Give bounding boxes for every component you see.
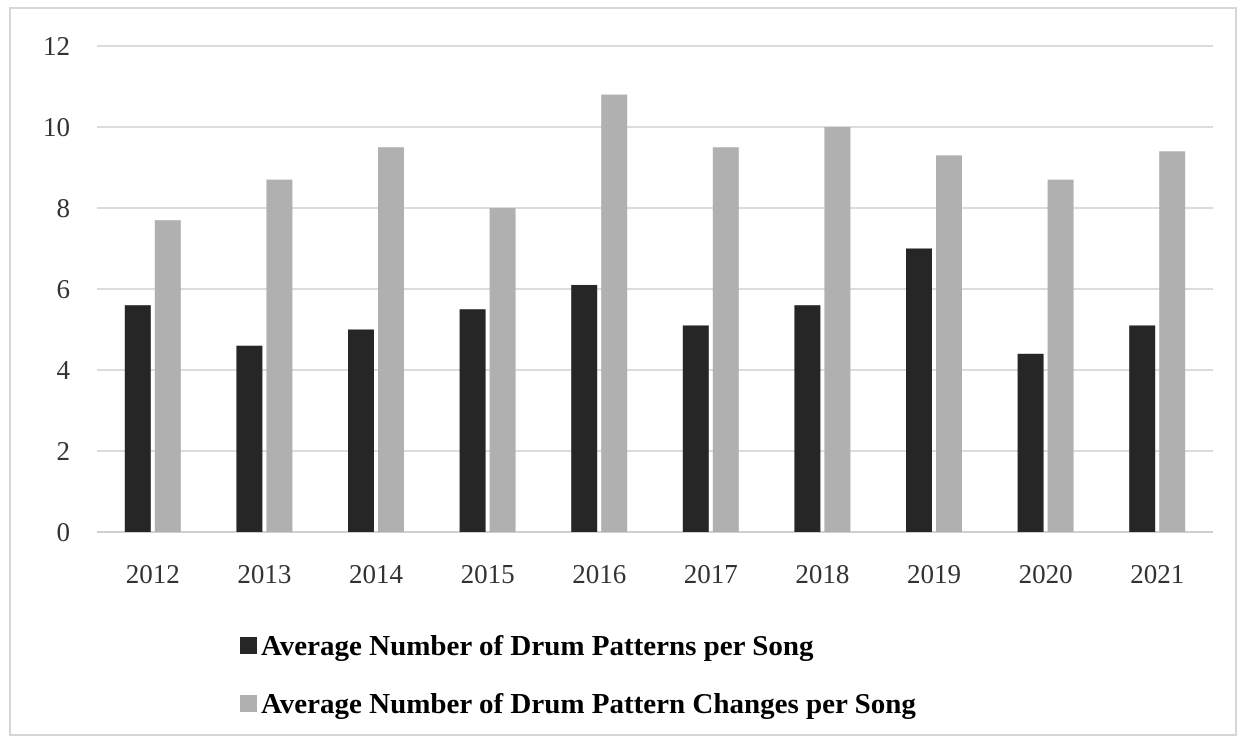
y-tick-label-10: 10 xyxy=(43,112,70,142)
bar-series1-2015 xyxy=(459,309,486,532)
bars xyxy=(124,94,1186,533)
bar-series2-2019 xyxy=(936,155,962,532)
y-tick-label-0: 0 xyxy=(57,517,71,547)
bar-series2-2018 xyxy=(824,127,851,532)
x-tick-label-2019: 2019 xyxy=(907,559,961,589)
x-tick-label-2018: 2018 xyxy=(795,559,849,589)
x-tick-label-2015: 2015 xyxy=(461,559,515,589)
x-tick-label-2013: 2013 xyxy=(237,559,291,589)
bar-series2-2015 xyxy=(489,208,516,532)
bar-series2-2017 xyxy=(712,147,739,532)
y-tick-label-4: 4 xyxy=(57,355,71,385)
x-axis-tick-labels: 2012 2013 2014 2015 2016 2017 2018 2019 2020 2021 xyxy=(126,559,1184,589)
x-tick-label-2021: 2021 xyxy=(1130,559,1184,589)
gridlines xyxy=(97,45,1213,533)
bar-series2-2014 xyxy=(378,147,404,532)
y-tick-label-2: 2 xyxy=(57,436,71,466)
bar-series1-2013 xyxy=(236,345,263,532)
bar-series2-2021 xyxy=(1159,151,1186,533)
bar-series1-2014 xyxy=(348,329,374,532)
bar-series2-2020 xyxy=(1047,179,1074,532)
bar-series1-2012 xyxy=(124,305,151,532)
y-tick-label-8: 8 xyxy=(57,193,71,223)
legend-label-1: Average Number of Drum Patterns per Song xyxy=(261,630,814,662)
bar-series1-2018 xyxy=(794,305,821,532)
bar-series1-2017 xyxy=(682,325,709,532)
y-axis-tick-labels: 0 2 4 6 8 10 12 xyxy=(43,31,71,547)
x-tick-label-2020: 2020 xyxy=(1019,559,1073,589)
x-tick-label-2016: 2016 xyxy=(572,559,626,589)
y-tick-label-12: 12 xyxy=(43,31,70,61)
y-tick-label-6: 6 xyxy=(57,274,71,304)
legend-swatch-2 xyxy=(240,695,257,712)
bar-series1-2019 xyxy=(906,248,932,532)
bar-series1-2016 xyxy=(571,284,598,532)
bar-series2-2013 xyxy=(266,179,293,532)
x-tick-label-2012: 2012 xyxy=(126,559,180,589)
legend-swatch-1 xyxy=(240,637,257,654)
bar-series1-2021 xyxy=(1129,325,1156,532)
x-tick-label-2014: 2014 xyxy=(349,559,404,589)
x-tick-label-2017: 2017 xyxy=(684,559,738,589)
bar-series2-2016 xyxy=(601,94,628,532)
legend-label-2: Average Number of Drum Pattern Changes p… xyxy=(261,688,916,720)
legend: Average Number of Drum Patterns per Song… xyxy=(240,630,916,720)
bar-series2-2012 xyxy=(154,220,181,532)
bar-series1-2020 xyxy=(1017,353,1044,532)
